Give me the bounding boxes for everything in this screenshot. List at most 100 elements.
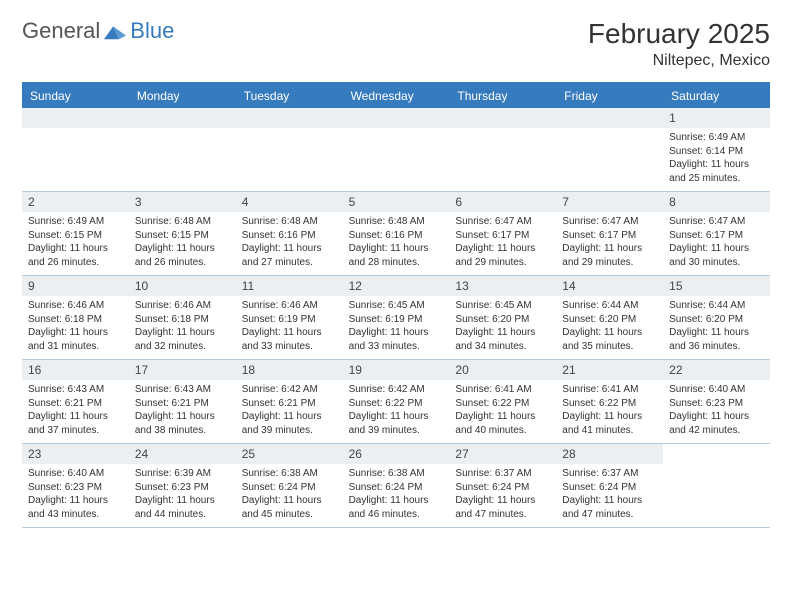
day-cell-10: 10 Sunrise: 6:46 AMSunset: 6:18 PMDayligh… [129,276,236,359]
day-number: 6 [449,192,556,212]
day-number: 26 [343,444,450,464]
day-info: Sunrise: 6:40 AMSunset: 6:23 PMDaylight:… [26,467,125,521]
month-title: February 2025 [588,18,770,50]
day-info: Sunrise: 6:47 AMSunset: 6:17 PMDaylight:… [667,215,766,269]
day-number: 10 [129,276,236,296]
day-info: Sunrise: 6:41 AMSunset: 6:22 PMDaylight:… [560,383,659,437]
day-info: Sunrise: 6:37 AMSunset: 6:24 PMDaylight:… [453,467,552,521]
day-cell-5: 5Sunrise: 6:48 AMSunset: 6:16 PMDaylight… [343,192,450,275]
day-number: 21 [556,360,663,380]
day-cell-8: 8 Sunrise: 6:47 AMSunset: 6:17 PMDaylight… [663,192,770,275]
calendar: SundayMondayTuesdayWednesdayThursdayFrid… [22,82,770,528]
day-cell-4: 4 Sunrise: 6:48 AMSunset: 6:16 PMDaylight… [236,192,343,275]
day-number: 25 [236,444,343,464]
week-row: 1 Sunrise: 6:49 AMSunset: 6:14 PMDaylight… [22,108,770,192]
day-number: 7 [556,192,663,212]
day-info: Sunrise: 6:38 AMSunset: 6:24 PMDaylight:… [240,467,339,521]
day-number: 12 [343,276,450,296]
day-info: Sunrise: 6:48 AMSunset: 6:16 PMDaylight:… [347,215,446,269]
day-number-empty [449,108,556,128]
day-cell-9: 9Sunrise: 6:46 AMSunset: 6:18 PMDaylight… [22,276,129,359]
week-row: 2 Sunrise: 6:49 AMSunset: 6:15 PMDaylight… [22,192,770,276]
day-info: Sunrise: 6:42 AMSunset: 6:21 PMDaylight:… [240,383,339,437]
day-cell-24: 24Sunrise: 6:39 AMSunset: 6:23 PMDayligh… [129,444,236,527]
title-block: February 2025 Niltepec, Mexico [588,18,770,70]
weekday-sunday: Sunday [22,84,129,108]
day-cell-19: 19Sunrise: 6:42 AMSunset: 6:22 PMDayligh… [343,360,450,443]
empty-cell [663,444,770,527]
day-info: Sunrise: 6:38 AMSunset: 6:24 PMDaylight:… [347,467,446,521]
header: General Blue February 2025 Niltepec, Mex… [22,18,770,70]
week-row: 16Sunrise: 6:43 AMSunset: 6:21 PMDayligh… [22,360,770,444]
day-cell-18: 18 Sunrise: 6:42 AMSunset: 6:21 PMDayligh… [236,360,343,443]
day-number: 15 [663,276,770,296]
day-cell-2: 2 Sunrise: 6:49 AMSunset: 6:15 PMDaylight… [22,192,129,275]
day-info: Sunrise: 6:47 AMSunset: 6:17 PMDaylight:… [453,215,552,269]
day-number-empty [129,108,236,128]
day-number-empty [343,108,450,128]
weekday-header: SundayMondayTuesdayWednesdayThursdayFrid… [22,84,770,108]
logo-triangle-icon [104,22,126,40]
day-number: 14 [556,276,663,296]
day-cell-3: 3Sunrise: 6:48 AMSunset: 6:15 PMDaylight… [129,192,236,275]
day-number: 23 [22,444,129,464]
day-info: Sunrise: 6:48 AMSunset: 6:15 PMDaylight:… [133,215,232,269]
day-cell-22: 22 Sunrise: 6:40 AMSunset: 6:23 PMDayligh… [663,360,770,443]
day-cell-11: 11 Sunrise: 6:46 AMSunset: 6:19 PMDayligh… [236,276,343,359]
day-number: 18 [236,360,343,380]
location: Niltepec, Mexico [588,52,770,70]
day-number: 4 [236,192,343,212]
day-info: Sunrise: 6:39 AMSunset: 6:23 PMDaylight:… [133,467,232,521]
day-info: Sunrise: 6:48 AMSunset: 6:16 PMDaylight:… [240,215,339,269]
empty-cell [129,108,236,191]
day-info: Sunrise: 6:49 AMSunset: 6:14 PMDaylight:… [667,131,766,185]
day-info: Sunrise: 6:43 AMSunset: 6:21 PMDaylight:… [133,383,232,437]
day-number: 16 [22,360,129,380]
day-info: Sunrise: 6:42 AMSunset: 6:22 PMDaylight:… [347,383,446,437]
day-number: 28 [556,444,663,464]
week-row: 9Sunrise: 6:46 AMSunset: 6:18 PMDaylight… [22,276,770,360]
day-info: Sunrise: 6:45 AMSunset: 6:20 PMDaylight:… [453,299,552,353]
day-info: Sunrise: 6:40 AMSunset: 6:23 PMDaylight:… [667,383,766,437]
day-number: 11 [236,276,343,296]
day-info: Sunrise: 6:37 AMSunset: 6:24 PMDaylight:… [560,467,659,521]
day-info: Sunrise: 6:46 AMSunset: 6:19 PMDaylight:… [240,299,339,353]
weekday-saturday: Saturday [663,84,770,108]
day-cell-21: 21 Sunrise: 6:41 AMSunset: 6:22 PMDayligh… [556,360,663,443]
day-cell-27: 27 Sunrise: 6:37 AMSunset: 6:24 PMDayligh… [449,444,556,527]
day-cell-6: 6 Sunrise: 6:47 AMSunset: 6:17 PMDaylight… [449,192,556,275]
day-info: Sunrise: 6:47 AMSunset: 6:17 PMDaylight:… [560,215,659,269]
day-number: 22 [663,360,770,380]
empty-cell [343,108,450,191]
day-cell-26: 26 Sunrise: 6:38 AMSunset: 6:24 PMDayligh… [343,444,450,527]
day-cell-17: 17 Sunrise: 6:43 AMSunset: 6:21 PMDayligh… [129,360,236,443]
day-cell-28: 28 Sunrise: 6:37 AMSunset: 6:24 PMDayligh… [556,444,663,527]
day-cell-13: 13 Sunrise: 6:45 AMSunset: 6:20 PMDayligh… [449,276,556,359]
day-number: 17 [129,360,236,380]
day-number: 1 [663,108,770,128]
day-info: Sunrise: 6:41 AMSunset: 6:22 PMDaylight:… [453,383,552,437]
day-number: 9 [22,276,129,296]
day-number: 27 [449,444,556,464]
week-row: 23 Sunrise: 6:40 AMSunset: 6:23 PMDayligh… [22,444,770,528]
empty-cell [22,108,129,191]
day-cell-14: 14 Sunrise: 6:44 AMSunset: 6:20 PMDayligh… [556,276,663,359]
logo: General Blue [22,18,174,44]
day-number-empty [22,108,129,128]
day-cell-25: 25 Sunrise: 6:38 AMSunset: 6:24 PMDayligh… [236,444,343,527]
day-cell-23: 23 Sunrise: 6:40 AMSunset: 6:23 PMDayligh… [22,444,129,527]
day-info: Sunrise: 6:46 AMSunset: 6:18 PMDaylight:… [133,299,232,353]
day-number: 8 [663,192,770,212]
empty-cell [449,108,556,191]
day-number: 2 [22,192,129,212]
day-info: Sunrise: 6:44 AMSunset: 6:20 PMDaylight:… [560,299,659,353]
day-cell-1: 1 Sunrise: 6:49 AMSunset: 6:14 PMDaylight… [663,108,770,191]
day-number-empty [236,108,343,128]
day-info: Sunrise: 6:49 AMSunset: 6:15 PMDaylight:… [26,215,125,269]
weekday-wednesday: Wednesday [343,84,450,108]
day-info: Sunrise: 6:45 AMSunset: 6:19 PMDaylight:… [347,299,446,353]
day-number-empty [556,108,663,128]
weekday-monday: Monday [129,84,236,108]
empty-cell [236,108,343,191]
day-number: 13 [449,276,556,296]
